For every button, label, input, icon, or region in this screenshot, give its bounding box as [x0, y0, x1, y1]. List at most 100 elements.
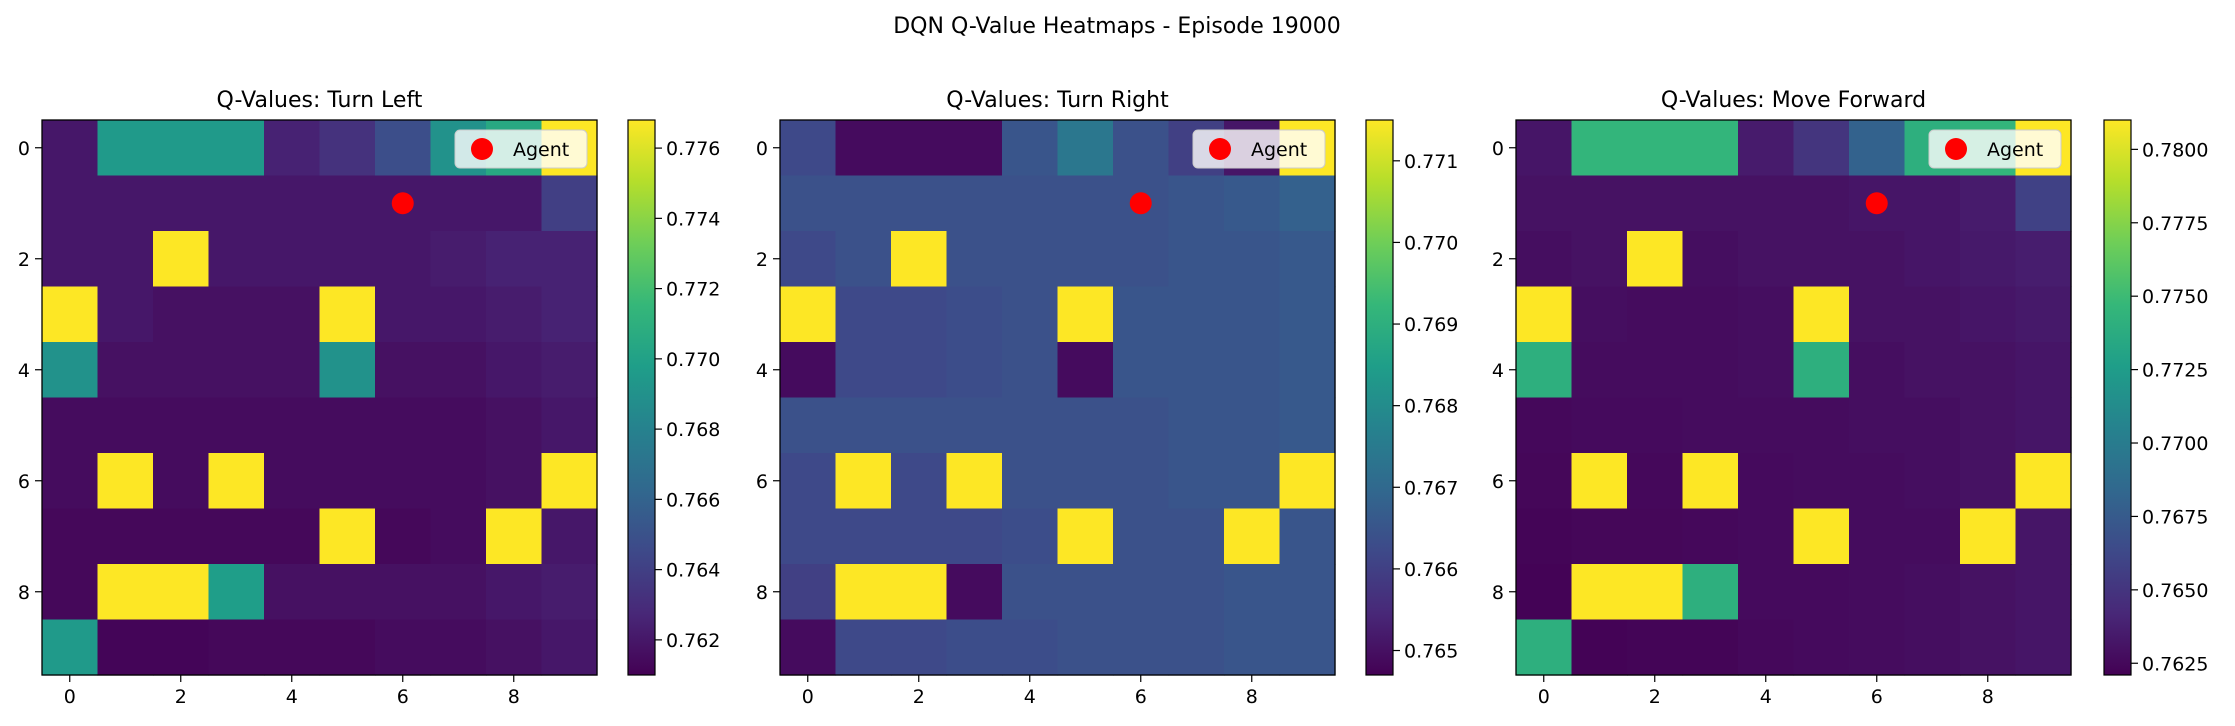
heatmap-cell	[1224, 453, 1281, 510]
heatmap-cell	[2015, 342, 2072, 399]
panel-title: Q-Values: Turn Left	[217, 88, 423, 113]
heatmap-cell	[486, 397, 543, 454]
heatmap-cell	[97, 231, 154, 288]
heatmap-cell	[1002, 286, 1059, 343]
heatmap-cell	[1057, 231, 1114, 288]
heatmap-panel-2: Q-Values: Turn Right 0 2 4 6 8 0 2 4 6 8 Agent 0.765…	[756, 88, 1459, 708]
heatmap-cell	[2015, 508, 2072, 565]
heatmap-cell	[208, 453, 265, 510]
colorbar-tick-label: 0.771	[1404, 151, 1458, 173]
heatmap-cell	[375, 397, 432, 454]
heatmap-cell	[153, 453, 210, 510]
heatmap-cell	[1057, 564, 1114, 621]
heatmap-cell	[1793, 564, 1850, 621]
heatmap-cell	[1113, 397, 1170, 454]
y-tick-label: 2	[756, 249, 768, 271]
heatmap-cell	[1627, 231, 1684, 288]
heatmap-cell	[1849, 231, 1906, 288]
colorbar-tick-label: 0.776	[666, 138, 720, 160]
heatmap-cell	[1002, 508, 1059, 565]
heatmap-cell	[264, 342, 321, 399]
heatmap-cell	[2015, 397, 2072, 454]
heatmap-cell	[541, 564, 598, 621]
heatmap-cell	[541, 619, 598, 676]
heatmap-cell	[1571, 564, 1628, 621]
legend-label: Agent	[1987, 139, 2043, 161]
heatmap-cell	[1113, 564, 1170, 621]
colorbar-frame	[2103, 119, 2132, 676]
heatmap-cell	[1279, 564, 1336, 621]
legend: Agent	[1192, 129, 1326, 169]
heatmap-cell	[1279, 175, 1336, 232]
heatmap-cell	[430, 508, 487, 565]
heatmap-cell	[1904, 619, 1961, 676]
heatmap-cell	[891, 231, 948, 288]
heatmap-cell	[1682, 286, 1739, 343]
colorbar-tick-label: 0.769	[1404, 314, 1458, 336]
heatmap-cell	[1793, 286, 1850, 343]
heatmap-cell	[1960, 397, 2017, 454]
heatmap-cell	[946, 508, 1003, 565]
heatmap-cell	[1516, 286, 1573, 343]
heatmap-cell	[1738, 342, 1795, 399]
heatmap-cell	[208, 564, 265, 621]
heatmap-cell	[1960, 508, 2017, 565]
x-tick-label: 2	[1649, 686, 1661, 708]
legend: Agent	[454, 129, 588, 169]
colorbar-frame	[1365, 119, 1394, 676]
heatmap-cell	[1904, 397, 1961, 454]
heatmap-cell	[1113, 619, 1170, 676]
heatmap-cell	[42, 120, 99, 177]
heatmap-cell	[97, 120, 154, 177]
heatmap-cell	[1627, 619, 1684, 676]
heatmap-cell	[319, 342, 376, 399]
heatmap-cell	[1793, 453, 1850, 510]
heatmap-cell	[1904, 175, 1961, 232]
x-tick-label: 2	[913, 686, 925, 708]
heatmap-cell	[2015, 286, 2072, 343]
heatmap-cell	[1627, 508, 1684, 565]
heatmap-cell	[1793, 619, 1850, 676]
heatmap-cell	[1738, 175, 1795, 232]
axes-frame	[41, 119, 598, 676]
heatmap-cell	[208, 286, 265, 343]
colorbar-tick-label: 0.764	[666, 560, 720, 582]
heatmap-cell	[1057, 175, 1114, 232]
heatmap-cell	[319, 397, 376, 454]
heatmap-cell	[1113, 231, 1170, 288]
heatmap-cell	[1168, 508, 1225, 565]
heatmap-cell	[375, 453, 432, 510]
heatmap-cell	[1516, 175, 1573, 232]
heatmap-cell	[1057, 619, 1114, 676]
heatmap-cell	[1738, 120, 1795, 177]
axes-frame	[779, 119, 1336, 676]
y-tick-label: 8	[756, 582, 768, 604]
x-tick-label: 8	[508, 686, 520, 708]
heatmap-cell	[153, 175, 210, 232]
heatmap-cell	[1960, 619, 2017, 676]
heatmap-cell	[1113, 508, 1170, 565]
heatmap-cell	[1002, 120, 1059, 177]
colorbar-tick-label: 0.768	[666, 419, 720, 441]
heatmap-cell	[375, 120, 432, 177]
heatmap-cell	[1279, 508, 1336, 565]
colorbar-tick-label: 0.7775	[2142, 213, 2208, 235]
heatmap-cell	[430, 564, 487, 621]
heatmap-cell	[153, 619, 210, 676]
heatmap-cell	[42, 453, 99, 510]
colorbar-tick-label: 0.7800	[2142, 139, 2208, 161]
heatmap-cell	[1904, 342, 1961, 399]
colorbar-tick-label: 0.766	[666, 489, 720, 511]
heatmap-cell	[541, 286, 598, 343]
heatmap-cell	[1224, 286, 1281, 343]
heatmap-cell	[1682, 508, 1739, 565]
heatmap-cell	[97, 397, 154, 454]
heatmap-cell	[319, 564, 376, 621]
heatmap-cell	[1168, 231, 1225, 288]
heatmap-cell	[1849, 397, 1906, 454]
heatmap-cell	[97, 342, 154, 399]
heatmap-cell	[780, 342, 837, 399]
heatmap-cell	[1571, 508, 1628, 565]
heatmap-cell	[42, 231, 99, 288]
x-tick-label: 4	[286, 686, 298, 708]
